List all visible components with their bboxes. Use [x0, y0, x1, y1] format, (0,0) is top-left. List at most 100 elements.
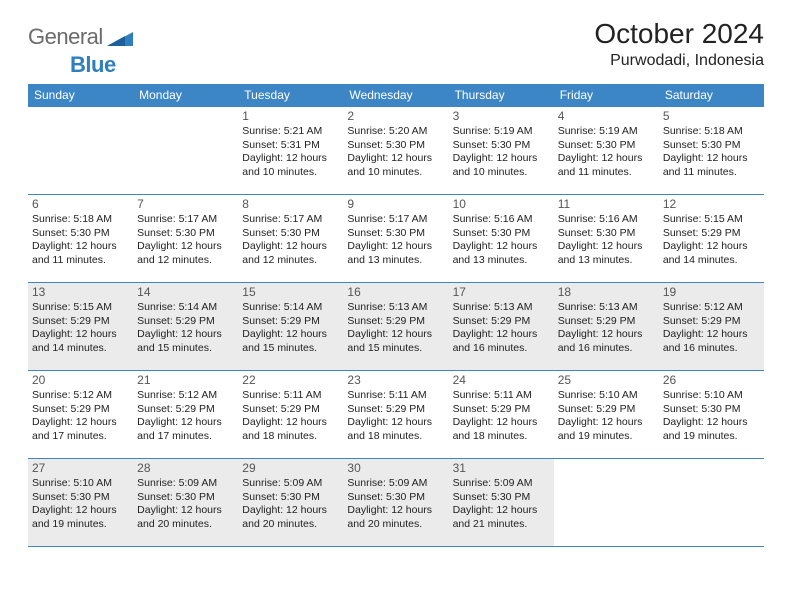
day-number: 3 — [453, 109, 550, 123]
day-number: 19 — [663, 285, 760, 299]
calendar-week-row: 6Sunrise: 5:18 AMSunset: 5:30 PMDaylight… — [28, 195, 764, 283]
day-number: 6 — [32, 197, 129, 211]
weekday-header: Friday — [554, 84, 659, 107]
day-number: 29 — [242, 461, 339, 475]
day-number: 8 — [242, 197, 339, 211]
day-number: 5 — [663, 109, 760, 123]
calendar-cell: 18 Sunrise: 5:13 AMSunset: 5:29 PMDayligh… — [554, 283, 659, 371]
day-number: 22 — [242, 373, 339, 387]
brand-logo: General — [28, 24, 135, 50]
day-number: 13 — [32, 285, 129, 299]
calendar-cell: 13 Sunrise: 5:15 AMSunset: 5:29 PMDayligh… — [28, 283, 133, 371]
calendar-cell: 17 Sunrise: 5:13 AMSunset: 5:29 PMDayligh… — [449, 283, 554, 371]
calendar-cell: 23Sunrise: 5:11 AMSunset: 5:29 PMDayligh… — [343, 371, 448, 459]
calendar-cell: 14 Sunrise: 5:14 AMSunset: 5:29 PMDayligh… — [133, 283, 238, 371]
month-title: October 2024 — [594, 18, 764, 50]
weekday-header: Thursday — [449, 84, 554, 107]
calendar-cell: 20 Sunrise: 5:12 AMSunset: 5:29 PMDayligh… — [28, 371, 133, 459]
day-info: Sunrise: 5:15 AMSunset: 5:29 PMDaylight:… — [663, 213, 760, 268]
calendar-cell-empty — [554, 459, 659, 547]
weekday-header: Wednesday — [343, 84, 448, 107]
day-number: 14 — [137, 285, 234, 299]
day-number: 20 — [32, 373, 129, 387]
day-info: Sunrise: 5:09 AMSunset: 5:30 PMDaylight:… — [137, 477, 234, 532]
day-info: Sunrise: 5:12 AMSunset: 5:29 PMDaylight:… — [137, 389, 234, 444]
calendar-body: 1Sunrise: 5:21 AMSunset: 5:31 PMDaylight… — [28, 107, 764, 547]
calendar-cell: 21Sunrise: 5:12 AMSunset: 5:29 PMDayligh… — [133, 371, 238, 459]
calendar-cell: 16 Sunrise: 5:13 AMSunset: 5:29 PMDayligh… — [343, 283, 448, 371]
day-info: Sunrise: 5:13 AMSunset: 5:29 PMDaylight:… — [347, 301, 444, 356]
calendar-cell: 31 Sunrise: 5:09 AMSunset: 5:30 PMDayligh… — [449, 459, 554, 547]
day-number: 23 — [347, 373, 444, 387]
calendar-cell: 3 Sunrise: 5:19 AMSunset: 5:30 PMDaylight… — [449, 107, 554, 195]
calendar-cell: 2 Sunrise: 5:20 AMSunset: 5:30 PMDaylight… — [343, 107, 448, 195]
day-info: Sunrise: 5:20 AMSunset: 5:30 PMDaylight:… — [347, 125, 444, 180]
calendar-week-row: 27Sunrise: 5:10 AMSunset: 5:30 PMDayligh… — [28, 459, 764, 547]
calendar-cell-empty — [659, 459, 764, 547]
day-number: 25 — [558, 373, 655, 387]
day-info: Sunrise: 5:16 AMSunset: 5:30 PMDaylight:… — [558, 213, 655, 268]
day-number: 15 — [242, 285, 339, 299]
calendar-cell-empty — [28, 107, 133, 195]
calendar-cell-empty — [133, 107, 238, 195]
calendar-cell: 8Sunrise: 5:17 AMSunset: 5:30 PMDaylight… — [238, 195, 343, 283]
day-number: 24 — [453, 373, 550, 387]
title-block: October 2024 Purwodadi, Indonesia — [594, 18, 764, 70]
day-info: Sunrise: 5:13 AMSunset: 5:29 PMDaylight:… — [453, 301, 550, 356]
calendar-cell: 12 Sunrise: 5:15 AMSunset: 5:29 PMDayligh… — [659, 195, 764, 283]
calendar-cell: 24Sunrise: 5:11 AMSunset: 5:29 PMDayligh… — [449, 371, 554, 459]
day-number: 31 — [453, 461, 550, 475]
calendar-cell: 30 Sunrise: 5:09 AMSunset: 5:30 PMDayligh… — [343, 459, 448, 547]
day-info: Sunrise: 5:12 AMSunset: 5:29 PMDaylight:… — [32, 389, 129, 444]
calendar-cell: 4 Sunrise: 5:19 AMSunset: 5:30 PMDaylight… — [554, 107, 659, 195]
calendar-cell: 9Sunrise: 5:17 AMSunset: 5:30 PMDaylight… — [343, 195, 448, 283]
calendar-week-row: 20 Sunrise: 5:12 AMSunset: 5:29 PMDayligh… — [28, 371, 764, 459]
day-number: 7 — [137, 197, 234, 211]
day-number: 2 — [347, 109, 444, 123]
calendar-cell: 28 Sunrise: 5:09 AMSunset: 5:30 PMDayligh… — [133, 459, 238, 547]
location-label: Purwodadi, Indonesia — [594, 52, 764, 70]
day-number: 26 — [663, 373, 760, 387]
calendar-cell: 1Sunrise: 5:21 AMSunset: 5:31 PMDaylight… — [238, 107, 343, 195]
day-number: 28 — [137, 461, 234, 475]
day-number: 17 — [453, 285, 550, 299]
calendar-cell: 5Sunrise: 5:18 AMSunset: 5:30 PMDaylight… — [659, 107, 764, 195]
day-info: Sunrise: 5:16 AMSunset: 5:30 PMDaylight:… — [453, 213, 550, 268]
weekday-header-row: SundayMondayTuesdayWednesdayThursdayFrid… — [28, 84, 764, 107]
calendar-cell: 15Sunrise: 5:14 AMSunset: 5:29 PMDayligh… — [238, 283, 343, 371]
calendar-cell: 7Sunrise: 5:17 AMSunset: 5:30 PMDaylight… — [133, 195, 238, 283]
day-info: Sunrise: 5:19 AMSunset: 5:30 PMDaylight:… — [453, 125, 550, 180]
day-info: Sunrise: 5:19 AMSunset: 5:30 PMDaylight:… — [558, 125, 655, 180]
weekday-header: Sunday — [28, 84, 133, 107]
day-info: Sunrise: 5:10 AMSunset: 5:29 PMDaylight:… — [558, 389, 655, 444]
calendar-cell: 27Sunrise: 5:10 AMSunset: 5:30 PMDayligh… — [28, 459, 133, 547]
calendar-week-row: 13 Sunrise: 5:15 AMSunset: 5:29 PMDayligh… — [28, 283, 764, 371]
day-info: Sunrise: 5:09 AMSunset: 5:30 PMDaylight:… — [453, 477, 550, 532]
weekday-header: Saturday — [659, 84, 764, 107]
calendar-cell: 26 Sunrise: 5:10 AMSunset: 5:30 PMDayligh… — [659, 371, 764, 459]
calendar-cell: 11 Sunrise: 5:16 AMSunset: 5:30 PMDayligh… — [554, 195, 659, 283]
day-number: 16 — [347, 285, 444, 299]
calendar-cell: 6Sunrise: 5:18 AMSunset: 5:30 PMDaylight… — [28, 195, 133, 283]
day-info: Sunrise: 5:10 AMSunset: 5:30 PMDaylight:… — [663, 389, 760, 444]
calendar-cell: 22Sunrise: 5:11 AMSunset: 5:29 PMDayligh… — [238, 371, 343, 459]
day-info: Sunrise: 5:09 AMSunset: 5:30 PMDaylight:… — [347, 477, 444, 532]
day-number: 1 — [242, 109, 339, 123]
day-number: 11 — [558, 197, 655, 211]
day-info: Sunrise: 5:17 AMSunset: 5:30 PMDaylight:… — [347, 213, 444, 268]
brand-word-2: Blue — [70, 52, 116, 77]
day-number: 18 — [558, 285, 655, 299]
day-number: 4 — [558, 109, 655, 123]
calendar-cell: 29Sunrise: 5:09 AMSunset: 5:30 PMDayligh… — [238, 459, 343, 547]
day-info: Sunrise: 5:15 AMSunset: 5:29 PMDaylight:… — [32, 301, 129, 356]
day-info: Sunrise: 5:13 AMSunset: 5:29 PMDaylight:… — [558, 301, 655, 356]
day-number: 12 — [663, 197, 760, 211]
day-info: Sunrise: 5:12 AMSunset: 5:29 PMDaylight:… — [663, 301, 760, 356]
day-number: 27 — [32, 461, 129, 475]
weekday-header: Tuesday — [238, 84, 343, 107]
day-number: 30 — [347, 461, 444, 475]
calendar-cell: 19 Sunrise: 5:12 AMSunset: 5:29 PMDayligh… — [659, 283, 764, 371]
calendar-table: SundayMondayTuesdayWednesdayThursdayFrid… — [28, 84, 764, 547]
calendar-week-row: 1Sunrise: 5:21 AMSunset: 5:31 PMDaylight… — [28, 107, 764, 195]
day-info: Sunrise: 5:14 AMSunset: 5:29 PMDaylight:… — [137, 301, 234, 356]
